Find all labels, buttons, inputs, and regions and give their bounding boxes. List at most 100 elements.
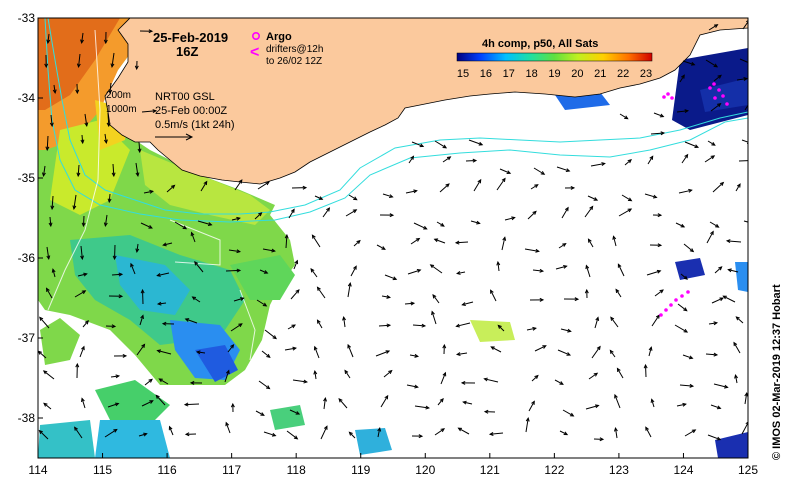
current-vector-head xyxy=(294,259,299,265)
current-vector-head xyxy=(171,184,176,189)
current-vector xyxy=(499,168,511,174)
current-vector-head xyxy=(688,188,693,193)
current-vector xyxy=(434,428,445,436)
current-vector xyxy=(384,274,397,280)
current-vector-head xyxy=(615,288,620,293)
x-tick-label: 123 xyxy=(609,463,629,477)
current-vector xyxy=(292,379,307,383)
current-vector xyxy=(111,52,115,67)
current-vector xyxy=(588,372,598,380)
current-vector-head xyxy=(190,231,195,237)
current-vector-head xyxy=(148,378,153,383)
current-vector xyxy=(650,132,665,135)
current-vector-head xyxy=(716,405,722,410)
current-vector xyxy=(706,231,714,244)
current-vector xyxy=(408,156,414,164)
current-vector-head xyxy=(392,276,398,281)
current-vector xyxy=(155,395,166,406)
current-vector xyxy=(676,110,688,113)
current-vector xyxy=(621,194,632,202)
current-vector-head xyxy=(43,402,48,407)
x-tick-label: 120 xyxy=(415,463,435,477)
x-tick-label: 121 xyxy=(480,463,500,477)
current-vector-head xyxy=(559,381,564,385)
current-vector xyxy=(430,264,443,274)
current-vector-head xyxy=(446,156,452,161)
current-vector xyxy=(107,112,110,127)
current-vector-head xyxy=(38,429,43,435)
colorbar-tick-label: 20 xyxy=(571,68,583,80)
current-vector-head xyxy=(49,122,54,128)
current-vector-head xyxy=(83,272,88,277)
current-vector-head xyxy=(445,183,450,188)
current-vector-head xyxy=(313,345,318,351)
current-vector-head xyxy=(683,328,689,333)
current-vector xyxy=(405,190,417,194)
current-vector xyxy=(262,248,275,252)
current-vector xyxy=(143,190,153,194)
current-vector-head xyxy=(717,74,722,79)
current-vector-head xyxy=(103,39,108,45)
current-vector-head xyxy=(745,421,748,426)
current-vector-head xyxy=(734,374,738,379)
current-vector-head xyxy=(574,297,580,302)
current-vector xyxy=(412,324,426,327)
current-vector-head xyxy=(736,183,741,188)
current-vector xyxy=(184,403,200,406)
current-vector xyxy=(112,163,115,177)
current-vector xyxy=(528,401,535,412)
current-vector-head xyxy=(659,113,665,118)
current-vector xyxy=(434,140,447,149)
current-vector-head xyxy=(168,425,173,431)
current-vector-head xyxy=(137,148,142,154)
current-vector-head xyxy=(531,400,535,405)
current-vector-head xyxy=(593,372,599,377)
current-vector-head xyxy=(344,369,349,375)
current-vector xyxy=(383,370,393,378)
current-vector-head xyxy=(715,223,720,228)
current-vector-head xyxy=(612,235,617,240)
current-vector-head xyxy=(236,249,242,254)
current-vector-head xyxy=(439,397,444,403)
current-vector xyxy=(200,181,208,192)
current-vector xyxy=(104,214,108,226)
current-vector xyxy=(462,301,474,306)
current-vector xyxy=(109,82,112,93)
colorbar-tick-label: 19 xyxy=(548,68,560,80)
current-vector xyxy=(263,431,276,437)
colorbar-tick-label: 22 xyxy=(617,68,629,80)
current-vector-head xyxy=(423,225,428,230)
current-vector-head xyxy=(414,353,420,358)
current-vector xyxy=(677,303,688,312)
current-vector xyxy=(80,245,83,259)
current-vector-head xyxy=(585,264,590,270)
current-vector xyxy=(406,384,418,388)
current-vector xyxy=(645,427,652,438)
current-vector xyxy=(647,156,654,165)
current-vector xyxy=(314,195,323,200)
current-vector xyxy=(382,193,393,198)
current-vector xyxy=(140,222,153,229)
current-vector-head xyxy=(645,426,649,431)
current-vector-head xyxy=(656,269,662,274)
current-vector-head xyxy=(135,248,140,254)
argo-marker-icon xyxy=(252,31,261,40)
current-vector xyxy=(286,430,298,440)
current-vector-head xyxy=(108,89,113,95)
isobath-200-label: 200m xyxy=(106,90,131,101)
current-vector-head xyxy=(80,139,85,145)
current-vector-head xyxy=(421,323,427,328)
current-vector xyxy=(233,297,244,302)
current-vector xyxy=(733,342,741,354)
current-vector xyxy=(440,372,446,385)
current-vector-head xyxy=(569,412,575,417)
current-vector xyxy=(610,317,619,328)
x-tick-label: 124 xyxy=(673,463,693,477)
current-vector xyxy=(714,266,722,274)
current-vector xyxy=(491,346,502,353)
current-vector-head xyxy=(746,20,748,23)
current-vector-head xyxy=(566,352,572,356)
current-vector-head xyxy=(454,240,460,245)
current-vector xyxy=(682,60,695,66)
current-vector xyxy=(590,163,605,167)
